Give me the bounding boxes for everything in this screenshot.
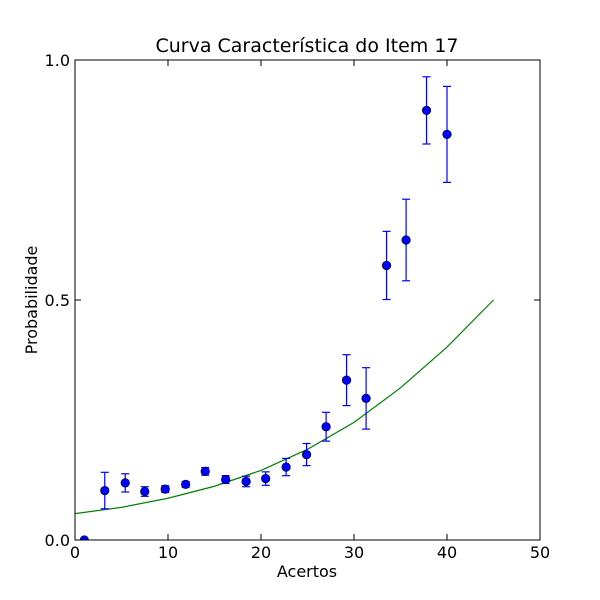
data-point-group (79, 535, 89, 540)
data-point (181, 479, 191, 489)
data-point-group (381, 230, 392, 301)
data-point (421, 105, 432, 115)
data-point-group (321, 411, 331, 442)
data-point-group (401, 198, 411, 282)
y-axis-label: Probabilidade (22, 246, 41, 355)
y-tick-label: 0.0 (45, 531, 70, 550)
data-point-group (181, 479, 191, 489)
data-point (79, 535, 89, 540)
plot-area (74, 76, 494, 540)
data-point (241, 476, 251, 487)
data-point-group (261, 471, 271, 486)
x-tick-label: 40 (437, 543, 457, 562)
data-point-group (442, 85, 452, 183)
x-tick-label: 20 (251, 543, 271, 562)
y-tick-label: 1.0 (45, 51, 70, 70)
data-point (381, 260, 392, 271)
data-point (301, 449, 312, 460)
data-point (442, 129, 452, 139)
x-axis-label: Acertos (277, 562, 337, 581)
data-point-group (281, 457, 291, 477)
data-point (221, 474, 231, 485)
chart-title: Curva Característica do Item 17 (155, 35, 458, 57)
data-point (140, 486, 150, 497)
axis-ticks: 0 10 20 30 40 50 0.0 0.5 1.0 (45, 51, 551, 562)
y-tick-label: 0.5 (45, 291, 70, 310)
data-point-group (341, 354, 352, 407)
data-point (160, 484, 170, 494)
data-point (341, 375, 352, 385)
data-point-group (100, 471, 110, 510)
data-point (120, 478, 130, 488)
data-point (200, 466, 210, 476)
data-point (401, 235, 411, 245)
data-point-group (140, 486, 150, 497)
x-tick-label: 10 (158, 543, 178, 562)
x-tick-label: 30 (344, 543, 364, 562)
x-tick-label: 0 (70, 543, 80, 562)
series-curve-line (74, 299, 494, 515)
data-point (321, 422, 331, 432)
data-point (361, 393, 371, 404)
data-point (281, 462, 291, 472)
data-point (100, 485, 110, 496)
data-point-group (241, 475, 251, 488)
data-point-group (200, 466, 210, 476)
data-point-group (160, 484, 170, 494)
data-point-group (301, 442, 312, 467)
data-point-group (421, 76, 432, 145)
data-point-group (361, 367, 371, 430)
data-point (261, 473, 271, 484)
data-point-group (120, 473, 130, 493)
data-point-group (221, 474, 231, 485)
x-tick-label: 50 (530, 543, 550, 562)
